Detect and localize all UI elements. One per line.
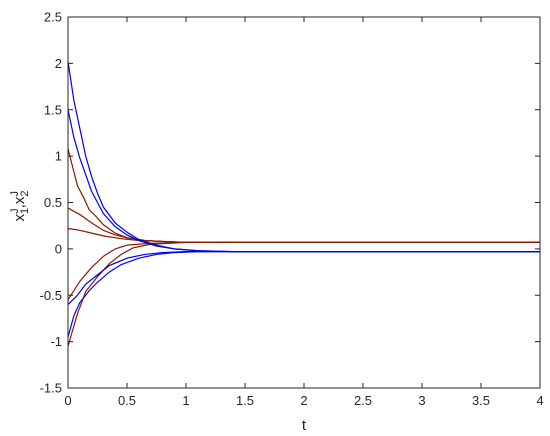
x-tick-label: 1 xyxy=(182,393,189,408)
x-tick-label: 0.5 xyxy=(118,393,136,408)
y-tick-label: 0 xyxy=(55,241,62,256)
series-line-7 xyxy=(67,109,540,253)
x-tick-label: 3 xyxy=(418,393,425,408)
series-layer xyxy=(67,61,540,347)
y-tick-label: 2 xyxy=(55,56,62,71)
x-tick-label: 2.5 xyxy=(354,393,372,408)
y-tick-label: -1.5 xyxy=(40,381,62,396)
y-tick-label: 2.5 xyxy=(44,10,62,25)
plot-area xyxy=(68,17,540,388)
y-tick-label: -0.5 xyxy=(40,288,62,303)
x-tick-label: 3.5 xyxy=(472,393,490,408)
y-tick-label: 1.5 xyxy=(44,102,62,117)
y-tick-label: 0.5 xyxy=(44,195,62,210)
y-axis-label: x1J,x2J xyxy=(9,191,31,222)
x-tick-label: 0 xyxy=(64,393,71,408)
series-line-9 xyxy=(67,251,540,338)
x-axis-label: t xyxy=(302,417,307,434)
axes xyxy=(67,16,541,389)
y-tick-label: -1 xyxy=(50,334,62,349)
x-tick-label: 1.5 xyxy=(236,393,254,408)
x-tick-label: 2 xyxy=(300,393,307,408)
plot-background xyxy=(68,17,540,388)
tick-labels: 0 0.5 1 1.5 2 2.5 3 3.5 4 -1.5 -1 -0.5 0 0.5 1 1.5 2 2.5 xyxy=(40,10,544,409)
y-tick-label: 1 xyxy=(55,149,62,164)
x-tick-label: 4 xyxy=(536,393,543,408)
series-line-5 xyxy=(67,241,540,347)
